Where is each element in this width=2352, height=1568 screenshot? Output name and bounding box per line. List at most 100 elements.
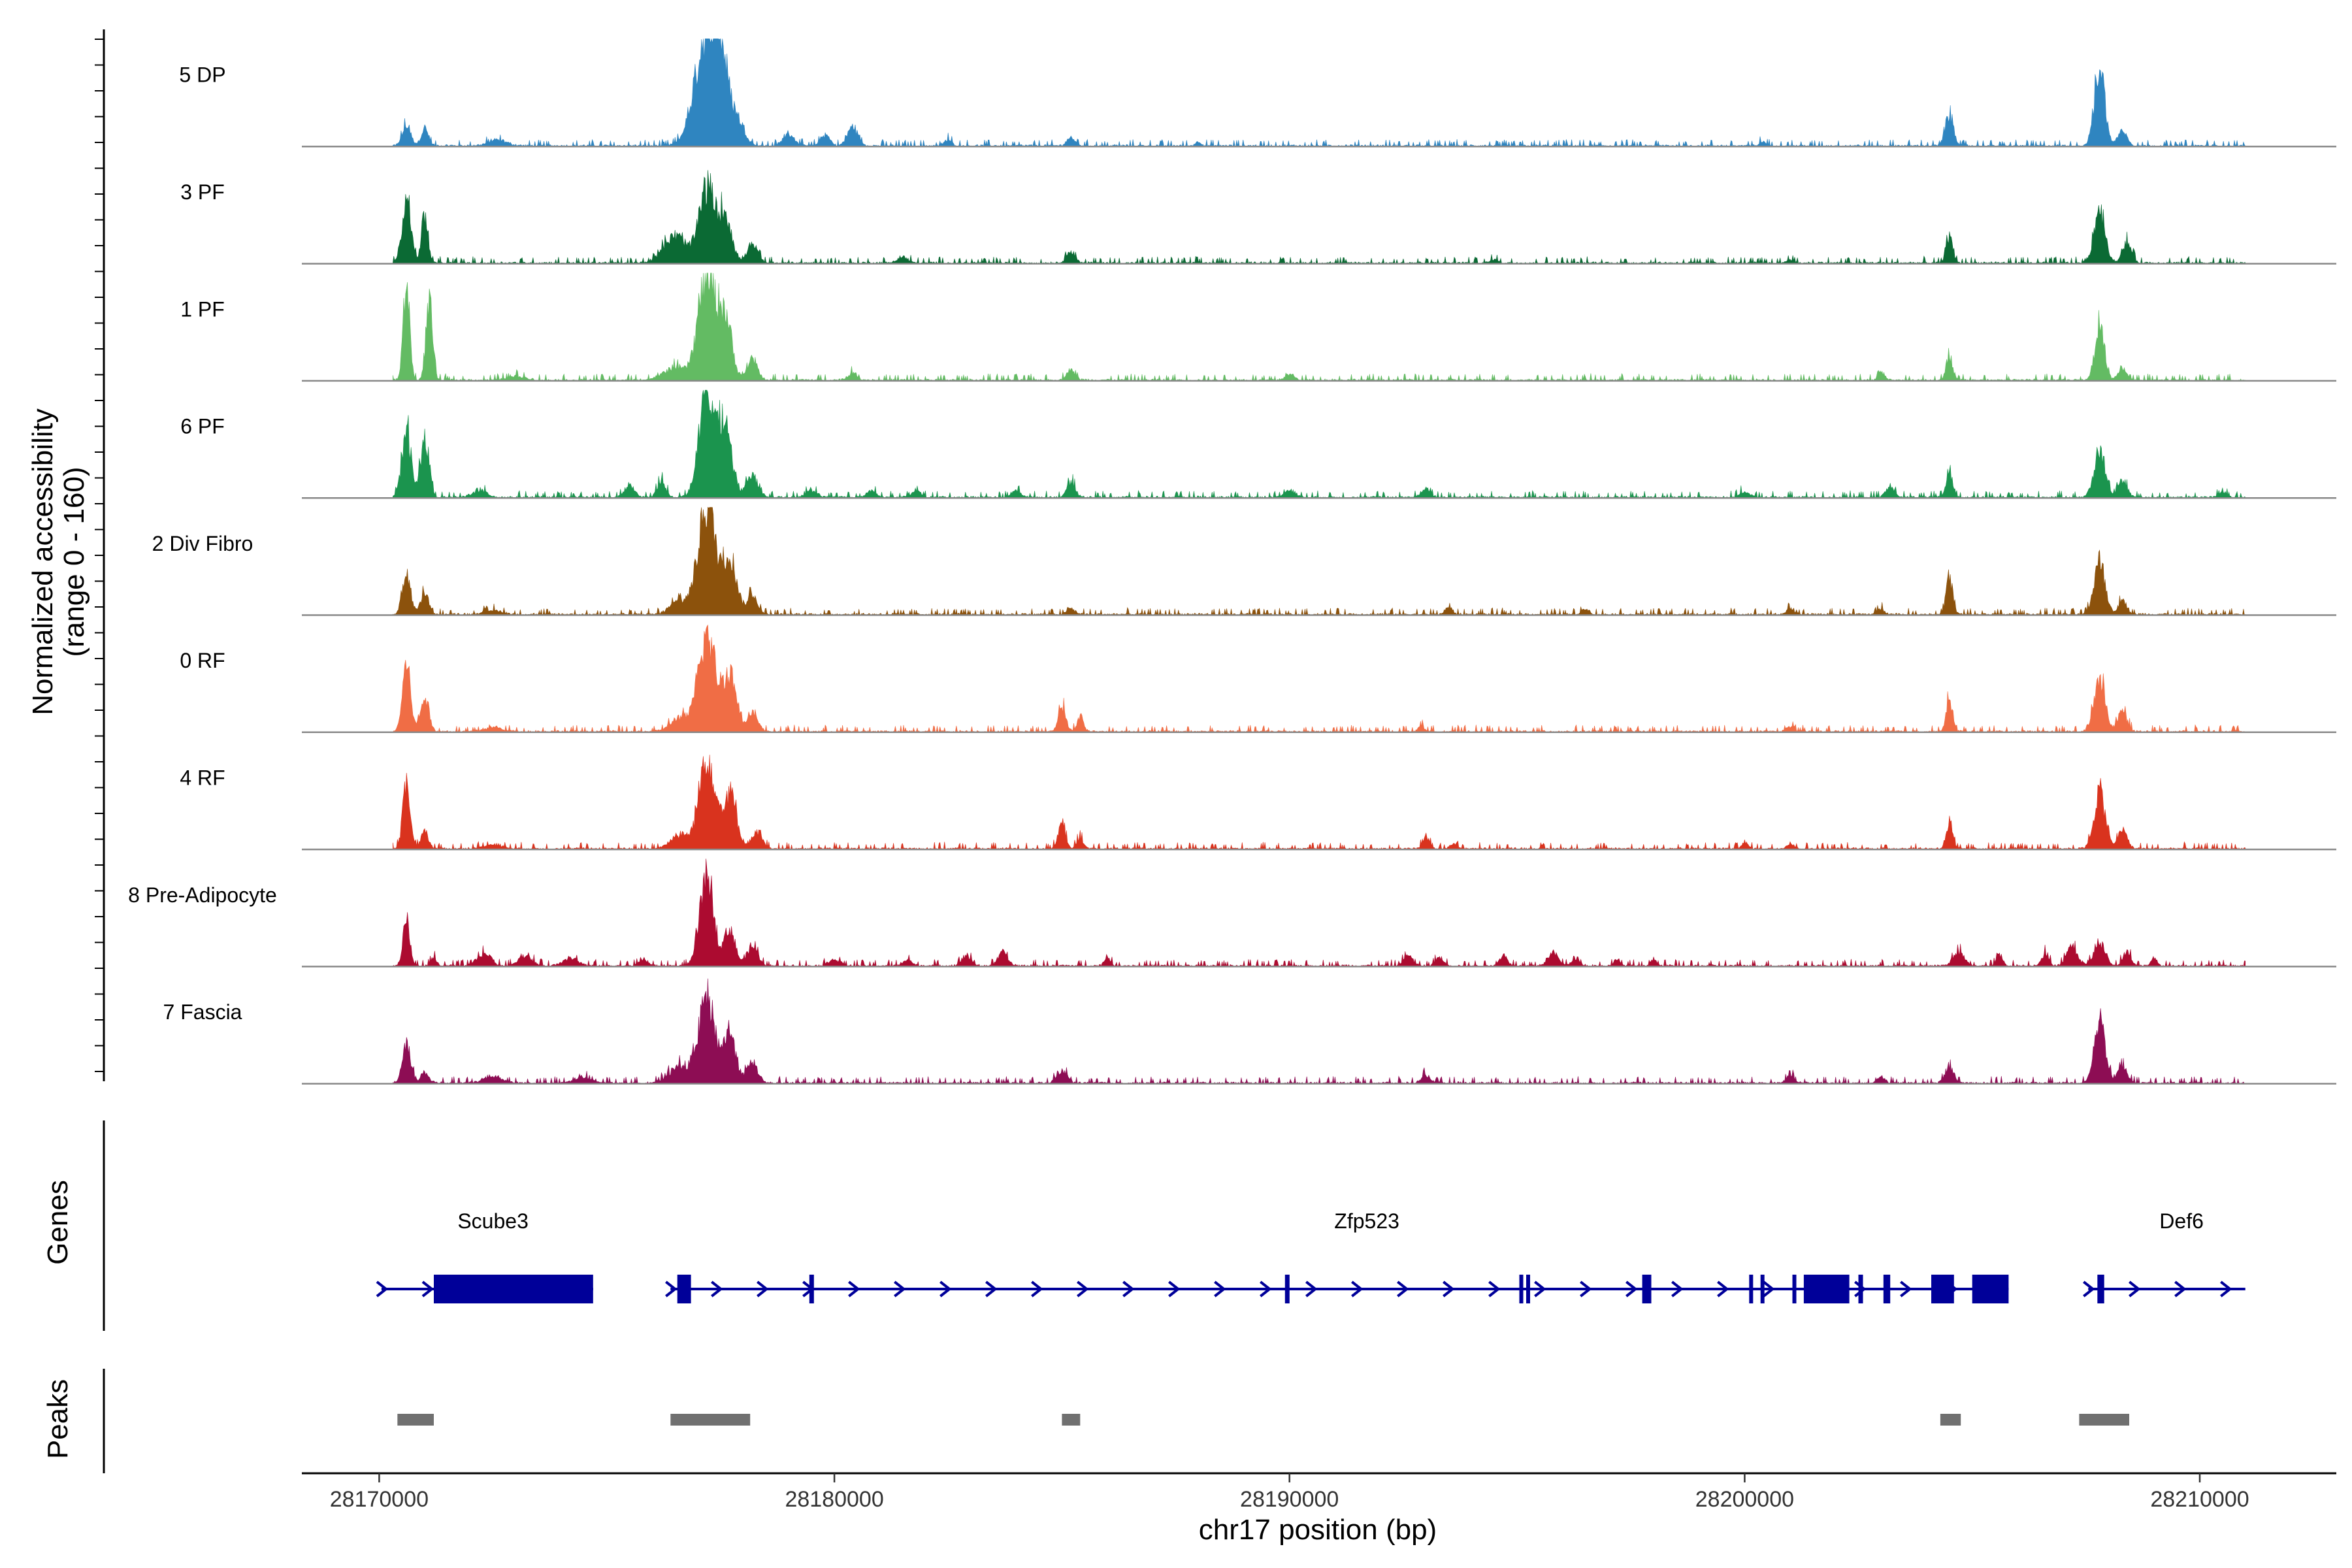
- exon: [809, 1275, 814, 1303]
- y-axis-title: Normalized accessibility (range 0 - 160): [27, 408, 90, 715]
- strand-arrow-icon: [985, 1281, 998, 1298]
- track-0-rf: 0 RF: [180, 624, 2336, 734]
- strand-arrow-icon: [1488, 1281, 1501, 1298]
- strand-arrow-icon: [1168, 1281, 1181, 1298]
- track-label: 6 PF: [180, 415, 225, 438]
- strand-arrow-icon: [1763, 1281, 1775, 1298]
- strand-arrow-icon: [1717, 1281, 1729, 1298]
- exon: [1803, 1275, 1850, 1303]
- strand-arrow-icon: [939, 1281, 952, 1298]
- x-tick-label: 28190000: [1240, 1487, 1339, 1512]
- strand-arrow-icon: [757, 1281, 769, 1298]
- coverage-area: [393, 170, 2246, 265]
- genes-track: Scube3 Zfp523 Def6: [376, 1209, 2246, 1303]
- peaks-track: [397, 1414, 2129, 1426]
- exon: [1972, 1275, 2009, 1303]
- coverage-area: [393, 858, 2246, 968]
- track-4-rf: 4 RF: [180, 755, 2336, 851]
- strand-arrow-icon: [1397, 1281, 1409, 1298]
- peaks-panel-title: Peaks: [42, 1379, 74, 1459]
- track-3-pf: 3 PF: [180, 170, 2336, 265]
- x-tick-label: 28180000: [785, 1487, 883, 1512]
- peak-region: [670, 1414, 751, 1426]
- track-7-fascia: 7 Fascia: [163, 978, 2336, 1085]
- track-label: 2 Div Fibro: [152, 532, 253, 555]
- strand-arrow-icon: [894, 1281, 906, 1298]
- coverage-area: [393, 389, 2246, 498]
- strand-arrow-icon: [1214, 1281, 1226, 1298]
- coverage-area: [393, 755, 2246, 850]
- y-axis-title-line2: (range 0 - 160): [58, 466, 90, 657]
- x-tick-label: 28200000: [1695, 1487, 1794, 1512]
- track-label: 0 RF: [180, 649, 225, 672]
- strand-arrow-icon: [665, 1281, 678, 1298]
- peak-region: [1062, 1414, 1081, 1426]
- strand-arrow-icon: [1580, 1281, 1592, 1298]
- exon: [1519, 1275, 1524, 1303]
- track-label: 8 Pre-Adipocyte: [128, 883, 277, 907]
- peak-region: [2079, 1414, 2129, 1426]
- exon: [1760, 1275, 1765, 1303]
- coverage-area: [393, 506, 2246, 616]
- coverage-area: [393, 38, 2246, 148]
- track-5-dp: 5 DP: [179, 38, 2336, 148]
- gene-label: Zfp523: [1334, 1209, 1399, 1233]
- strand-arrow-icon: [1900, 1281, 1912, 1298]
- track-label: 1 PF: [180, 297, 225, 321]
- exon: [2097, 1275, 2104, 1303]
- strand-arrow-icon: [1351, 1281, 1364, 1298]
- coverage-area: [393, 624, 2246, 733]
- coverage-area: [393, 272, 2246, 382]
- exon: [1792, 1275, 1797, 1303]
- track-label: 4 RF: [180, 766, 225, 790]
- strand-arrow-icon: [1534, 1281, 1546, 1298]
- exon: [1642, 1275, 1652, 1303]
- strand-arrow-icon: [1122, 1281, 1135, 1298]
- strand-arrow-icon: [2174, 1281, 2187, 1298]
- exon: [1931, 1275, 1954, 1303]
- track-label: 5 DP: [179, 63, 225, 87]
- exon: [1284, 1275, 1290, 1303]
- strand-arrow-icon: [421, 1281, 434, 1298]
- x-axis-ticks: 28170000 28180000 28190000 28200000 28210000: [330, 1473, 2249, 1512]
- track-2-div-fibro: 2 Div Fibro: [152, 506, 2336, 616]
- peak-region: [1940, 1414, 1961, 1426]
- track-label: 7 Fascia: [163, 1000, 242, 1024]
- strand-arrow-icon: [1305, 1281, 1318, 1298]
- exon: [677, 1275, 691, 1303]
- gene-label: Scube3: [457, 1209, 529, 1233]
- genes-panel-title: Genes: [42, 1180, 74, 1265]
- strand-arrow-icon: [2220, 1281, 2232, 1298]
- exon: [1526, 1275, 1530, 1303]
- gene-zfp523: Zfp523: [665, 1209, 2009, 1303]
- strand-arrow-icon: [1443, 1281, 1455, 1298]
- strand-arrow-icon: [1671, 1281, 1684, 1298]
- peak-region: [397, 1414, 434, 1426]
- strand-arrow-icon: [2083, 1281, 2095, 1298]
- strand-arrow-icon: [2129, 1281, 2141, 1298]
- x-axis-title: chr17 position (bp): [1199, 1514, 1437, 1546]
- gene-scube3: Scube3: [376, 1209, 593, 1303]
- track-1-pf: 1 PF: [180, 272, 2336, 382]
- exon: [434, 1275, 593, 1303]
- x-tick-label: 28210000: [2150, 1487, 2249, 1512]
- exon: [1749, 1275, 1754, 1303]
- strand-arrow-icon: [1260, 1281, 1272, 1298]
- strand-arrow-icon: [848, 1281, 860, 1298]
- track-label: 3 PF: [180, 180, 225, 204]
- gene-label: Def6: [2159, 1209, 2204, 1233]
- track-6-pf: 6 PF: [180, 389, 2336, 499]
- strand-arrow-icon: [1031, 1281, 1043, 1298]
- strand-arrow-icon: [1625, 1281, 1638, 1298]
- coverage-area: [393, 978, 2246, 1085]
- strand-arrow-icon: [711, 1281, 723, 1298]
- track-8-pre-adipocyte: 8 Pre-Adipocyte: [128, 858, 2336, 968]
- exon: [1883, 1275, 1891, 1303]
- x-tick-label: 28170000: [330, 1487, 429, 1512]
- coverage-y-ticks: [95, 39, 104, 1072]
- strand-arrow-icon: [1077, 1281, 1089, 1298]
- exon: [1858, 1275, 1863, 1303]
- y-axis-title-line1: Normalized accessibility: [27, 408, 59, 715]
- strand-arrow-icon: [1854, 1281, 1867, 1298]
